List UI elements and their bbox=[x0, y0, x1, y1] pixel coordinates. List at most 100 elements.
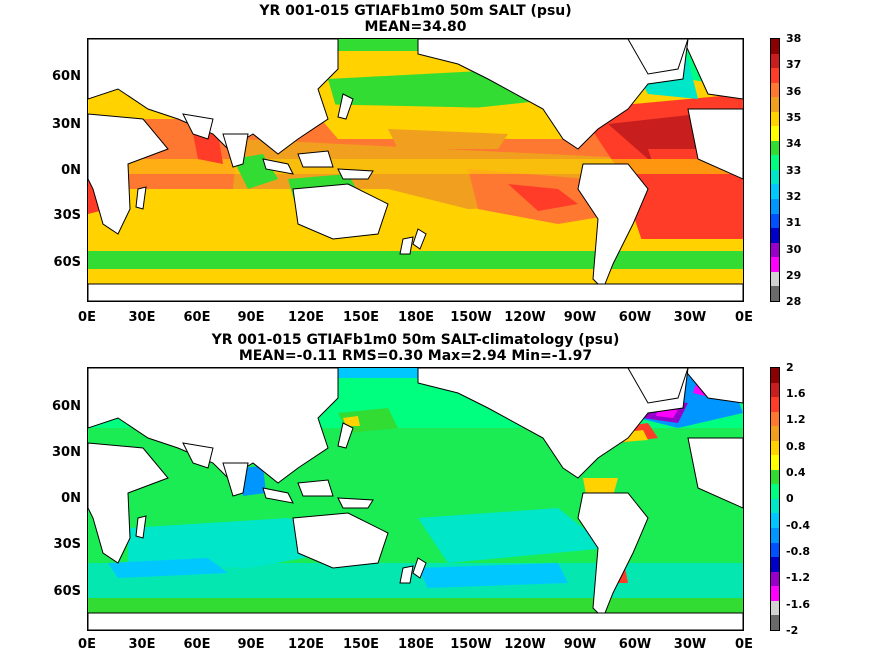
colorbar-label: 30 bbox=[786, 243, 802, 256]
bottom-colorbar bbox=[770, 367, 780, 631]
colorbar-swatch bbox=[771, 126, 779, 141]
colorbar-swatch bbox=[771, 469, 779, 485]
lon-label: 0E bbox=[78, 310, 96, 325]
colorbar-swatch bbox=[771, 39, 779, 54]
lon-label: 120W bbox=[504, 637, 546, 652]
lon-label: 180E bbox=[397, 637, 435, 652]
colorbar-swatch bbox=[771, 557, 779, 572]
colorbar-label: 36 bbox=[786, 85, 802, 98]
colorbar-label: -1.6 bbox=[786, 598, 811, 611]
colorbar-label: 1.2 bbox=[786, 413, 806, 426]
lon-label: 60E bbox=[183, 310, 211, 325]
colorbar-swatch bbox=[771, 600, 779, 616]
lon-label: 30W bbox=[673, 637, 707, 652]
lon-label: 90E bbox=[237, 310, 265, 325]
lon-label: 60E bbox=[183, 637, 211, 652]
top-map-title: YR 001-015 GTIAFb1m0 50m SALT (psu) MEAN… bbox=[87, 3, 744, 35]
lon-label: 90W bbox=[563, 637, 597, 652]
colorbar-swatch bbox=[771, 484, 779, 499]
top-salinity-map bbox=[87, 38, 744, 302]
colorbar-label: -1.2 bbox=[786, 571, 811, 584]
lon-label: 30E bbox=[128, 637, 156, 652]
lon-label: 60W bbox=[618, 637, 652, 652]
lat-label: 30S bbox=[53, 537, 81, 552]
colorbar-label: 29 bbox=[786, 269, 802, 282]
colorbar-swatch bbox=[771, 82, 779, 98]
lat-label: 30S bbox=[53, 208, 81, 223]
lon-label: 90E bbox=[237, 637, 265, 652]
lat-label: 60S bbox=[53, 584, 81, 599]
colorbar-label: 38 bbox=[786, 32, 802, 45]
colorbar-label: 31 bbox=[786, 216, 802, 229]
lon-label: 180E bbox=[397, 310, 435, 325]
lon-label: 0E bbox=[735, 637, 753, 652]
lon-label: 30W bbox=[673, 310, 707, 325]
lon-label: 150W bbox=[450, 637, 492, 652]
bottom-map-title-line1: YR 001-015 GTIAFb1m0 50m SALT-climatolog… bbox=[211, 332, 620, 348]
colorbar-swatch bbox=[771, 111, 779, 127]
colorbar-label: 2 bbox=[786, 361, 794, 374]
lon-label: 120E bbox=[287, 310, 325, 325]
colorbar-swatch bbox=[771, 382, 779, 398]
colorbar-swatch bbox=[771, 528, 779, 543]
lat-label: 0N bbox=[61, 163, 81, 178]
bottom-map-title-line2: MEAN=-0.11 RMS=0.30 Max=2.94 Min=-1.97 bbox=[238, 348, 593, 364]
colorbar-label: 0.4 bbox=[786, 466, 806, 479]
colorbar-label: 32 bbox=[786, 190, 802, 203]
colorbar-label: 28 bbox=[786, 295, 802, 308]
colorbar-swatch bbox=[771, 242, 779, 258]
top-map-title-line1: YR 001-015 GTIAFb1m0 50m SALT (psu) bbox=[259, 3, 572, 19]
lat-label: 0N bbox=[61, 491, 81, 506]
colorbar-label: 37 bbox=[786, 58, 802, 71]
colorbar-swatch bbox=[771, 286, 779, 301]
lat-label: 60N bbox=[52, 399, 81, 414]
lon-label: 0E bbox=[735, 310, 753, 325]
colorbar-swatch bbox=[771, 397, 779, 412]
colorbar-swatch bbox=[771, 140, 779, 156]
colorbar-label: 0.8 bbox=[786, 440, 806, 453]
colorbar-swatch bbox=[771, 368, 779, 383]
lon-label: 120W bbox=[504, 310, 546, 325]
lat-label: 30N bbox=[52, 445, 81, 460]
colorbar-label: 0 bbox=[786, 492, 794, 505]
colorbar-swatch bbox=[771, 184, 779, 200]
lon-label: 30E bbox=[128, 310, 156, 325]
lon-label: 60W bbox=[618, 310, 652, 325]
colorbar-swatch bbox=[771, 97, 779, 112]
colorbar-swatch bbox=[771, 586, 779, 601]
colorbar-label: 34 bbox=[786, 137, 802, 150]
colorbar-swatch bbox=[771, 53, 779, 69]
lon-label: 0E bbox=[78, 637, 96, 652]
colorbar-swatch bbox=[771, 440, 779, 456]
colorbar-swatch bbox=[771, 426, 779, 441]
colorbar-swatch bbox=[771, 411, 779, 427]
colorbar-swatch bbox=[771, 68, 779, 83]
colorbar-swatch bbox=[771, 199, 779, 214]
colorbar-swatch bbox=[771, 513, 779, 529]
colorbar-swatch bbox=[771, 155, 779, 170]
colorbar-swatch bbox=[771, 498, 779, 514]
colorbar-swatch bbox=[771, 571, 779, 587]
colorbar-label: -0.8 bbox=[786, 545, 811, 558]
lon-label: 120E bbox=[287, 637, 325, 652]
top-map-title-line2: MEAN=34.80 bbox=[364, 19, 467, 35]
top-colorbar bbox=[770, 38, 780, 302]
colorbar-swatch bbox=[771, 169, 779, 185]
bottom-anomaly-map bbox=[87, 367, 744, 631]
colorbar-label: 35 bbox=[786, 111, 802, 124]
colorbar-swatch bbox=[771, 213, 779, 229]
lat-label: 60N bbox=[52, 69, 81, 84]
colorbar-swatch bbox=[771, 615, 779, 630]
lon-label: 150E bbox=[342, 310, 380, 325]
colorbar-label: -2 bbox=[786, 624, 799, 637]
colorbar-swatch bbox=[771, 228, 779, 243]
lat-label: 60S bbox=[53, 255, 81, 270]
colorbar-label: -0.4 bbox=[786, 519, 811, 532]
lat-label: 30N bbox=[52, 117, 81, 132]
lon-label: 90W bbox=[563, 310, 597, 325]
lon-label: 150E bbox=[342, 637, 380, 652]
colorbar-swatch bbox=[771, 257, 779, 272]
colorbar-label: 33 bbox=[786, 164, 802, 177]
bottom-map-title: YR 001-015 GTIAFb1m0 50m SALT-climatolog… bbox=[87, 332, 744, 364]
colorbar-swatch bbox=[771, 455, 779, 470]
